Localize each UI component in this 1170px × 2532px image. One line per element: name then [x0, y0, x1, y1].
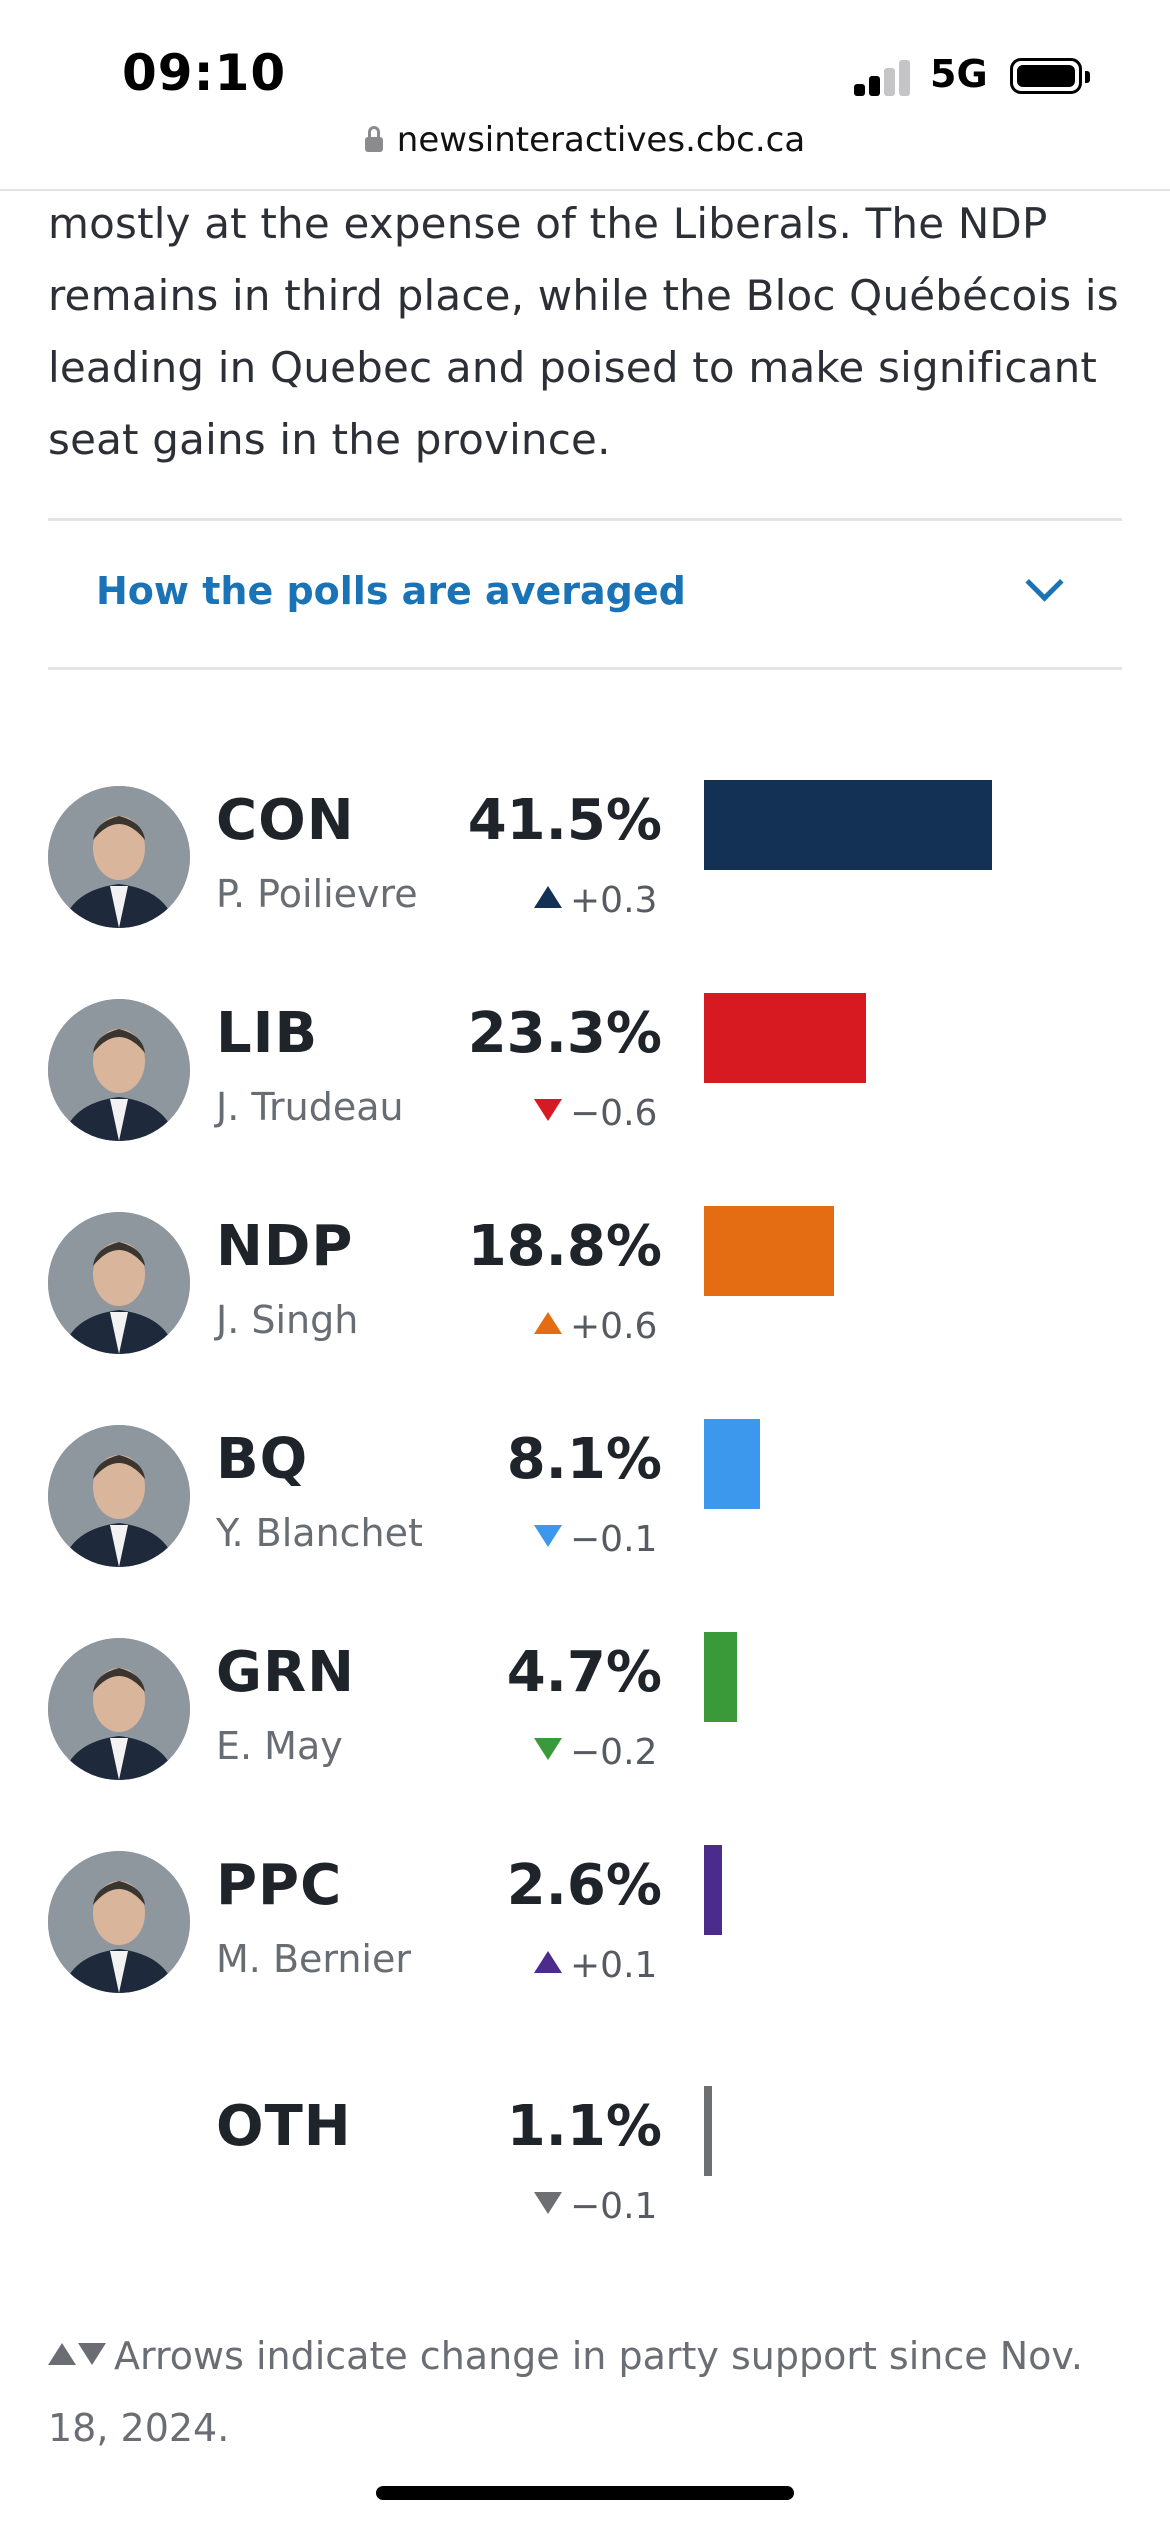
party-row-ppc: PPC M. Bernier 2.6% +0.1 [0, 1841, 1170, 2041]
party-percentage: 1.1% [506, 2094, 662, 2159]
footnote-text: Arrows indicate change in party support … [48, 2334, 1083, 2450]
support-bar [704, 780, 992, 870]
party-row-oth: OTH 1.1% −0.1 [0, 2054, 1170, 2254]
leader-photo [48, 786, 190, 928]
lock-icon [364, 126, 383, 152]
party-abbreviation: CON [216, 788, 355, 853]
change-value: +0.3 [570, 880, 658, 921]
party-leader: J. Trudeau [216, 1085, 404, 1129]
party-row-con: CON P. Poilievre 41.5% +0.3 [0, 776, 1170, 976]
battery-icon [1010, 58, 1090, 94]
party-abbreviation: BQ [216, 1427, 309, 1492]
url-text: newsinteractives.cbc.ca [396, 120, 806, 160]
party-row-ndp: NDP J. Singh 18.8% +0.6 [0, 1202, 1170, 1402]
change-value: −0.6 [570, 1093, 658, 1134]
change-value: +0.1 [570, 1945, 658, 1986]
arrow-down-icon [534, 1099, 562, 1121]
support-bar [704, 2086, 712, 2176]
party-percentage: 18.8% [467, 1214, 662, 1279]
leader-photo [48, 1212, 190, 1354]
party-row-grn: GRN E. May 4.7% −0.2 [0, 1628, 1170, 1828]
party-row-bq: BQ Y. Blanchet 8.1% −0.1 [0, 1415, 1170, 1615]
change-value: −0.1 [570, 1519, 658, 1560]
party-change: −0.6 [534, 1093, 657, 1134]
support-bar [704, 1845, 722, 1935]
party-abbreviation: LIB [216, 1001, 319, 1066]
article-paragraph: mostly at the expense of the Liberals. T… [48, 199, 1119, 464]
arrow-down-icon [534, 2192, 562, 2214]
home-indicator[interactable] [376, 2486, 794, 2500]
support-bar [704, 1632, 737, 1722]
party-leader: J. Singh [216, 1298, 359, 1342]
leader-photo [48, 1851, 190, 1993]
party-change: −0.1 [534, 1519, 657, 1560]
party-change: −0.1 [534, 2186, 657, 2227]
party-abbreviation: OTH [216, 2094, 352, 2159]
status-time: 09:10 [122, 44, 287, 102]
arrow-up-icon [534, 886, 562, 908]
party-percentage: 41.5% [467, 788, 662, 853]
party-percentage: 2.6% [506, 1853, 662, 1918]
party-abbreviation: PPC [216, 1853, 343, 1918]
change-value: +0.6 [570, 1306, 658, 1347]
party-percentage: 4.7% [506, 1640, 662, 1705]
signal-icon [854, 58, 914, 96]
party-percentage: 23.3% [467, 1001, 662, 1066]
party-abbreviation: NDP [216, 1214, 354, 1279]
support-bar [704, 1419, 760, 1509]
party-percentage: 8.1% [506, 1427, 662, 1492]
party-change: +0.3 [534, 880, 657, 921]
arrow-down-icon [534, 1525, 562, 1547]
support-bar [704, 1206, 834, 1296]
party-leader: E. May [216, 1724, 343, 1768]
support-bar [704, 993, 866, 1083]
party-row-lib: LIB J. Trudeau 23.3% −0.6 [0, 989, 1170, 1189]
status-bar: 09:10 5G [0, 0, 1170, 122]
arrow-down-icon [534, 1738, 562, 1760]
party-change: +0.6 [534, 1306, 657, 1347]
chevron-down-icon[interactable] [1025, 563, 1064, 602]
party-leader: P. Poilievre [216, 872, 418, 916]
party-change: −0.2 [534, 1732, 657, 1773]
arrow-up-icon [534, 1951, 562, 1973]
change-value: −0.1 [570, 2186, 658, 2227]
party-leader: M. Bernier [216, 1937, 411, 1981]
polls-averaged-accordion[interactable]: How the polls are averaged [48, 518, 1122, 670]
header-divider [0, 189, 1170, 191]
party-abbreviation: GRN [216, 1640, 355, 1705]
network-type: 5G [930, 52, 988, 96]
footnote: Arrows indicate change in party support … [48, 2320, 1138, 2464]
leader-photo [48, 999, 190, 1141]
change-value: −0.2 [570, 1732, 658, 1773]
leader-photo [48, 1638, 190, 1780]
accordion-label[interactable]: How the polls are averaged [96, 569, 686, 613]
party-leader: Y. Blanchet [216, 1511, 423, 1555]
party-change: +0.1 [534, 1945, 657, 1986]
arrow-up-icon [534, 1312, 562, 1334]
leader-photo [48, 1425, 190, 1567]
arrows-legend-icon [48, 2334, 114, 2378]
address-bar[interactable]: newsinteractives.cbc.ca [0, 120, 1170, 160]
